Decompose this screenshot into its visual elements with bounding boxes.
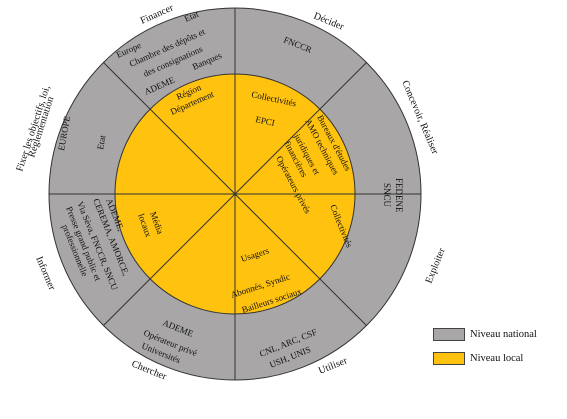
legend-item-national: Niveau national [433,326,565,342]
label-informer: Informer [33,255,57,293]
legend-swatch-local [433,351,465,365]
local-decider-epci: EPCI [255,114,276,128]
national-fixer-etat: Etat [95,134,107,151]
national-concevoir-fedene: FEDENE [394,178,404,213]
legend-label-local: Niveau local [470,352,524,364]
legend-item-local: Niveau local [433,350,565,366]
national-concevoir-sncu: SNCU [382,183,392,208]
legend: Niveau national Niveau local [433,326,565,374]
sector-dividers [49,8,421,380]
legend-label-national: Niveau national [470,328,537,340]
label-exploiter: Exploiter [424,246,448,285]
legend-swatch-national [433,327,465,341]
